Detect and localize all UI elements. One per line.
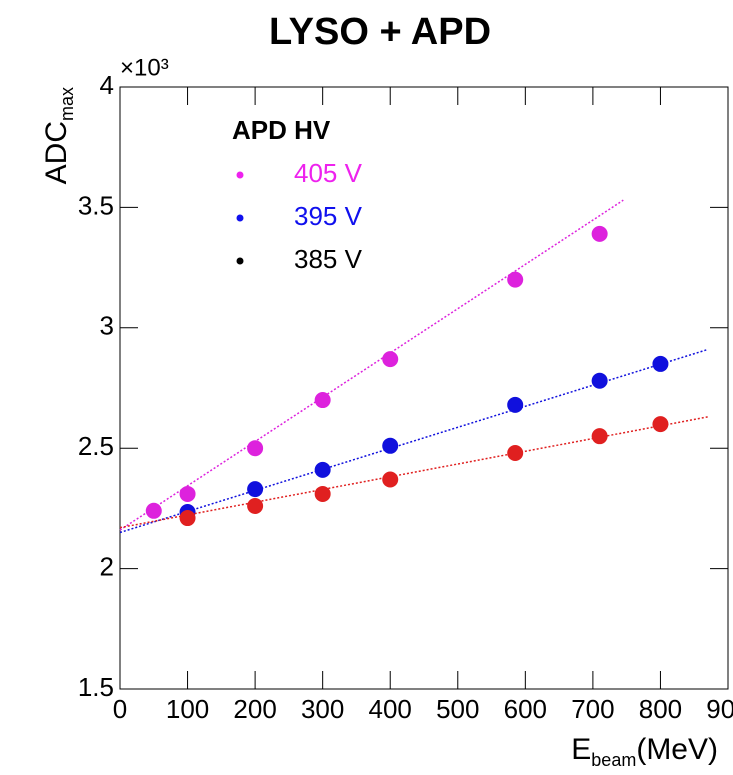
y-tick-label: 2 (100, 551, 114, 581)
data-point (247, 440, 264, 457)
x-tick-label: 900 (706, 694, 733, 724)
y-tick-label: 4 (100, 70, 114, 100)
x-axis-label-part: E (571, 733, 591, 766)
x-axis-label-part: (MeV) (636, 733, 718, 766)
legend-marker (236, 214, 244, 222)
plot-frame (119, 86, 729, 690)
x-tick-label: 300 (301, 694, 344, 724)
data-point (591, 428, 608, 445)
data-point (382, 351, 399, 368)
y-multiplier: ×10³ (120, 54, 169, 81)
x-tick-label: 800 (639, 694, 682, 724)
legend-marker (236, 171, 244, 179)
x-tick-label: 400 (369, 694, 412, 724)
y-tick-label: 3 (100, 311, 114, 341)
y-axis-label: ADCmax (40, 87, 77, 184)
legend-title: APD HV (232, 115, 331, 145)
x-tick-label: 500 (436, 694, 479, 724)
x-tick-label: 200 (233, 694, 276, 724)
legend-label: 395 V (294, 201, 363, 231)
x-tick-label: 700 (571, 694, 614, 724)
x-tick-label: 0 (113, 694, 127, 724)
data-point (591, 225, 608, 242)
data-point (507, 445, 524, 462)
legend-marker (236, 257, 244, 265)
chart-title: LYSO + APD (269, 11, 491, 53)
x-axis-label: Ebeam(MeV) (571, 733, 718, 770)
legend-label: 385 V (294, 244, 363, 274)
data-point (179, 510, 196, 527)
data-point (382, 471, 399, 488)
y-tick-label: 1.5 (78, 672, 114, 702)
data-point (382, 437, 399, 454)
data-point (145, 502, 162, 519)
data-point (247, 481, 264, 498)
data-point (314, 392, 331, 409)
fit-line (119, 348, 708, 534)
x-axis-label-part: beam (591, 750, 636, 770)
y-axis-label-part: ADC (40, 121, 73, 184)
data-point (314, 485, 331, 502)
legend-label: 405 V (294, 158, 363, 188)
data-point (591, 372, 608, 389)
y-tick-label: 3.5 (78, 190, 114, 220)
data-point (314, 461, 331, 478)
y-tick-label: 2.5 (78, 431, 114, 461)
data-point (179, 485, 196, 502)
data-point (507, 396, 524, 413)
x-tick-label: 600 (504, 694, 547, 724)
fit-line (119, 199, 624, 531)
x-tick-label: 100 (166, 694, 209, 724)
data-point (652, 355, 669, 372)
data-point (247, 497, 264, 514)
y-axis-label-part: max (57, 87, 77, 121)
data-point (507, 271, 524, 288)
data-point (652, 416, 669, 433)
